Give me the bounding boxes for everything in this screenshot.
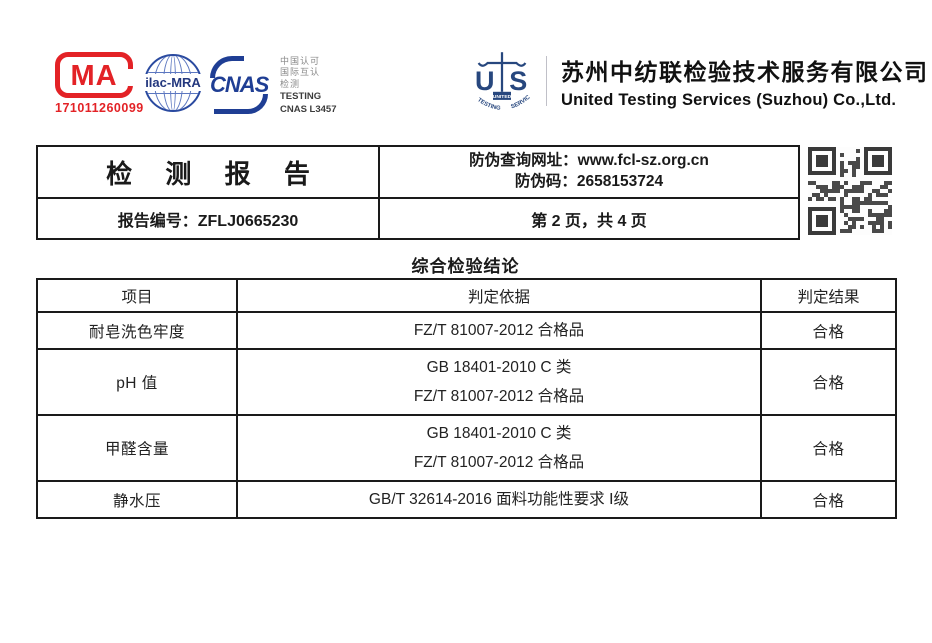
result-table-header-row: 项目 判定依据 判定结果	[36, 278, 897, 313]
report-number: ZFLJ0665230	[197, 212, 299, 230]
item-cell: 静水压	[36, 480, 238, 519]
result-cell: 合格	[760, 348, 897, 416]
qr-finder-icon	[864, 147, 892, 175]
ilac-mra-label: ilac-MRA	[145, 75, 201, 90]
cnas-l3457-label: CNAS L3457	[280, 103, 337, 115]
basis-cell: GB 18401-2010 C 类 FZ/T 81007-2012 合格品	[236, 414, 762, 482]
cnas-swoosh-bottom-icon	[214, 94, 268, 114]
report-title: 检 测 报 告	[106, 158, 323, 189]
result-cell: 合格	[760, 480, 897, 519]
svg-text:UNITED: UNITED	[493, 94, 512, 100]
anti-fake-url: www.fcl-sz.org.cn	[577, 152, 709, 170]
uts-logo-icon: U S UNITED TESTING SERVICES	[466, 44, 532, 112]
anti-fake-code-line: 防伪码：2658153724	[514, 173, 664, 190]
item-cell: 甲醛含量	[36, 414, 238, 482]
cma-certificate-number: 171011260099	[55, 101, 144, 115]
result-cell: 合格	[760, 311, 897, 350]
result-table-body: 耐皂洗色牢度 FZ/T 81007-2012 合格品 合格 pH 值 GB 18…	[36, 311, 897, 519]
cnas-accreditation-text: 中国认可 国际互认 检测 TESTING CNAS L3457	[280, 56, 337, 115]
accreditation-logos: MA 171011260099 ilac-MRA CNAS 中国认可 国际互认 …	[55, 52, 337, 116]
qr-code	[808, 147, 892, 235]
cma-logo: MA 171011260099	[55, 52, 144, 115]
ilac-mra-logo: ilac-MRA	[141, 54, 205, 112]
item-cell: 耐皂洗色牢度	[36, 311, 238, 350]
company-names: 苏州中纺联检验技术服务有限公司 United Testing Services …	[561, 53, 929, 110]
basis-cell: GB 18401-2010 C 类 FZ/T 81007-2012 合格品	[236, 348, 762, 416]
cnas-swoosh-top-icon	[210, 56, 244, 78]
table-row: 静水压 GB/T 32614-2016 面料功能性要求 Ⅰ级 合格	[36, 480, 897, 519]
col-header-basis: 判定依据	[236, 278, 762, 313]
cma-icon: MA	[55, 52, 134, 98]
report-number-line: 报告编号：ZFLJ0665230	[117, 212, 299, 230]
basis-cell: GB/T 32614-2016 面料功能性要求 Ⅰ级	[236, 480, 762, 519]
cnas-testing-label: TESTING	[280, 90, 322, 102]
svg-text:S: S	[509, 66, 527, 96]
result-table: 项目 判定依据 判定结果 耐皂洗色牢度 FZ/T 81007-2012 合格品 …	[36, 278, 897, 519]
page-info: 第 2 页，共 4 页	[531, 212, 647, 230]
table-row: 耐皂洗色牢度 FZ/T 81007-2012 合格品 合格	[36, 311, 897, 350]
cnas-label: CNAS	[210, 72, 269, 97]
header-divider	[546, 56, 547, 106]
table-row: pH 值 GB 18401-2010 C 类 FZ/T 81007-2012 合格…	[36, 348, 897, 416]
cma-label: MA	[70, 59, 118, 92]
svg-text:U: U	[475, 66, 495, 96]
col-header-result: 判定结果	[760, 278, 897, 313]
item-cell: pH 值	[36, 348, 238, 416]
anti-fake-url-line: 防伪查询网址：www.fcl-sz.org.cn	[469, 152, 709, 170]
section-title: 综合检验结论	[411, 257, 520, 276]
cnas-logo: CNAS	[210, 56, 270, 114]
qr-finder-icon	[808, 207, 836, 235]
company-name-en: United Testing Services (Suzhou) Co.,Ltd…	[561, 90, 897, 109]
anti-fake-code: 2658153724	[576, 173, 664, 190]
company-header: U S UNITED TESTING SERVICES 苏州中纺联检验技术服务有…	[466, 44, 929, 118]
table-row: 甲醛含量 GB 18401-2010 C 类 FZ/T 81007-2012 合格…	[36, 414, 897, 482]
report-header-table: 检 测 报 告 防伪查询网址：www.fcl-sz.org.cn 防伪码：265…	[36, 145, 800, 240]
company-name-cn: 苏州中纺联检验技术服务有限公司	[561, 58, 929, 85]
qr-finder-icon	[808, 147, 836, 175]
result-cell: 合格	[760, 414, 897, 482]
basis-cell: FZ/T 81007-2012 合格品	[236, 311, 762, 350]
col-header-item: 项目	[36, 278, 238, 313]
